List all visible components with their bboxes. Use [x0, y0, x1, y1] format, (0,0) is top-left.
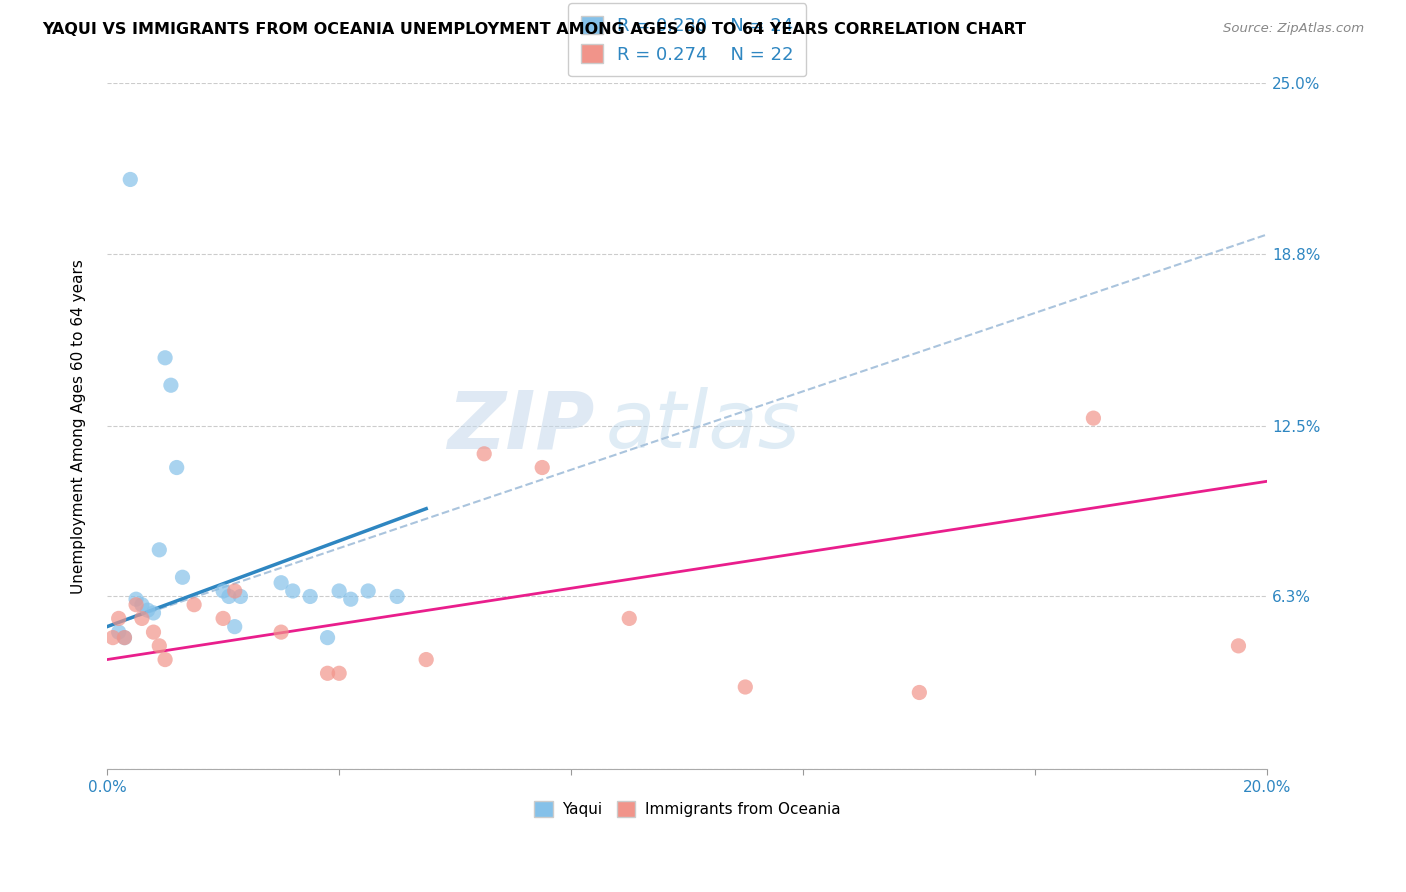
Point: [224, 584, 246, 599]
Point: [125, 592, 148, 607]
Point: [212, 584, 235, 599]
Point: [153, 351, 176, 365]
Point: [131, 611, 153, 625]
Y-axis label: Unemployment Among Ages 60 to 64 years: Unemployment Among Ages 60 to 64 years: [72, 259, 86, 594]
Point: [125, 598, 148, 612]
Point: [153, 652, 176, 666]
Point: [120, 172, 142, 186]
Point: [357, 584, 380, 599]
Point: [415, 652, 437, 666]
Point: [114, 631, 136, 645]
Legend: Yaqui, Immigrants from Oceania: Yaqui, Immigrants from Oceania: [529, 795, 846, 823]
Point: [131, 598, 153, 612]
Point: [1227, 639, 1250, 653]
Point: [281, 584, 304, 599]
Point: [328, 666, 350, 681]
Point: [619, 611, 641, 625]
Point: [142, 625, 165, 640]
Text: YAQUI VS IMMIGRANTS FROM OCEANIA UNEMPLOYMENT AMONG AGES 60 TO 64 YEARS CORRELAT: YAQUI VS IMMIGRANTS FROM OCEANIA UNEMPLO…: [42, 22, 1026, 37]
Point: [734, 680, 756, 694]
Text: atlas: atlas: [606, 387, 801, 466]
Point: [229, 590, 252, 604]
Point: [183, 598, 205, 612]
Point: [316, 631, 339, 645]
Point: [316, 666, 339, 681]
Point: [908, 685, 931, 699]
Point: [172, 570, 194, 584]
Point: [385, 590, 408, 604]
Point: [212, 611, 235, 625]
Point: [114, 631, 136, 645]
Point: [339, 592, 361, 607]
Point: [531, 460, 554, 475]
Point: [148, 542, 170, 557]
Point: [160, 378, 183, 392]
Point: [328, 584, 350, 599]
Text: ZIP: ZIP: [447, 387, 595, 466]
Point: [218, 590, 240, 604]
Point: [107, 625, 129, 640]
Point: [270, 625, 292, 640]
Text: Source: ZipAtlas.com: Source: ZipAtlas.com: [1223, 22, 1364, 36]
Point: [299, 590, 322, 604]
Point: [142, 606, 165, 620]
Point: [101, 631, 124, 645]
Point: [270, 575, 292, 590]
Point: [1083, 411, 1105, 425]
Point: [166, 460, 188, 475]
Point: [107, 611, 129, 625]
Point: [224, 620, 246, 634]
Point: [148, 639, 170, 653]
Point: [472, 447, 495, 461]
Point: [136, 603, 159, 617]
